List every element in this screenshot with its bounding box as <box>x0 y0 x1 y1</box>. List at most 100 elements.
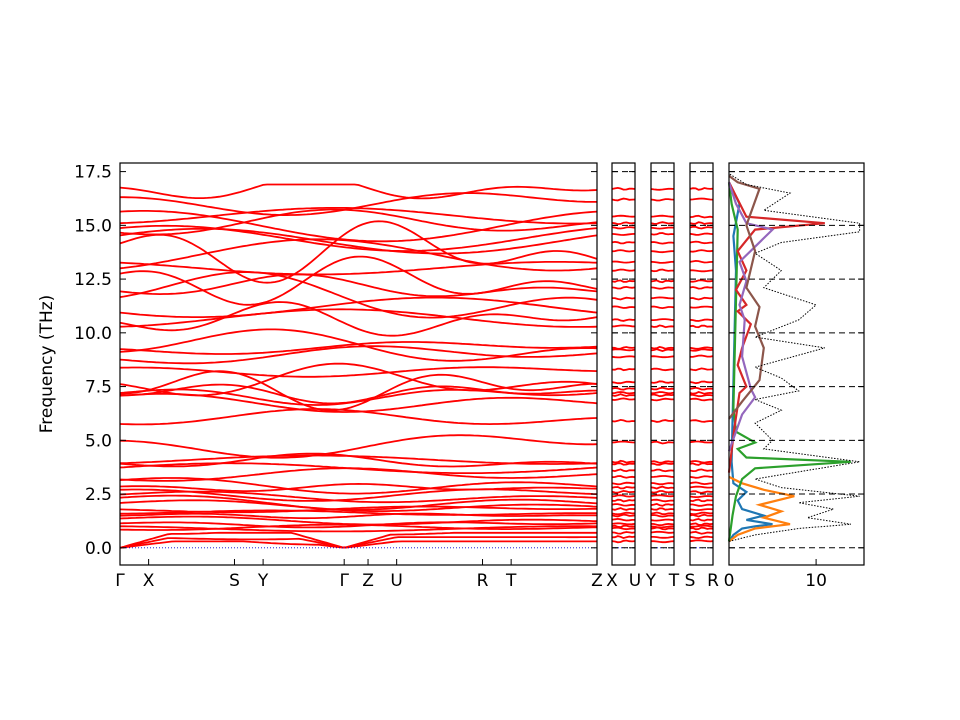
band-line-p1-39 <box>611 249 636 253</box>
x-tick-label: R <box>707 571 719 591</box>
band-line-p3-1 <box>689 535 714 540</box>
band-line-p0-46 <box>119 183 598 200</box>
dos-x-tick-label: 10 <box>805 571 827 591</box>
y-tick-label: 15.0 <box>74 216 112 236</box>
band-line-p3-14 <box>689 485 714 489</box>
band-line-p2-42 <box>650 226 675 230</box>
band-line-p2-13 <box>650 490 675 494</box>
band-line-p2-7 <box>650 514 675 518</box>
band-line-p2-30 <box>650 345 675 350</box>
band-line-p3-32 <box>689 318 714 322</box>
band-line-p3-2 <box>689 530 714 535</box>
band-line-p0-38 <box>119 261 598 276</box>
y-axis-label: Frequency (THz) <box>37 295 57 434</box>
band-line-p0-10 <box>119 499 598 512</box>
panel-frame-2 <box>650 162 675 566</box>
band-line-p0-27 <box>119 366 598 378</box>
band-line-p2-0 <box>651 540 675 544</box>
band-line-p2-2 <box>650 530 675 534</box>
dos-curve-6 <box>728 173 861 542</box>
band-line-p1-26 <box>611 380 636 385</box>
band-line-p3-6 <box>689 517 714 522</box>
band-line-p3-10 <box>690 503 714 507</box>
band-line-p0-42 <box>119 208 598 236</box>
x-tick-label: Y <box>257 571 269 591</box>
band-line-p3-23 <box>690 394 714 398</box>
band-line-p1-2 <box>611 531 636 535</box>
dos-curve-3 <box>727 181 825 473</box>
band-line-p1-4 <box>611 524 636 529</box>
band-line-p3-37 <box>690 269 714 273</box>
band-line-p0-35 <box>119 273 598 298</box>
band-line-p1-21 <box>611 418 636 423</box>
band-line-p1-35 <box>611 285 636 290</box>
band-line-p3-7 <box>689 513 714 518</box>
band-structure-group <box>119 183 714 549</box>
band-line-p1-16 <box>611 475 636 479</box>
band-line-p1-42 <box>611 226 636 230</box>
band-line-p3-21 <box>689 419 714 423</box>
band-line-p1-29 <box>611 348 636 352</box>
band-line-p2-31 <box>650 324 675 329</box>
dos-curve-1 <box>728 475 795 543</box>
band-line-p1-32 <box>611 318 636 322</box>
band-line-p2-33 <box>650 305 675 310</box>
dos-x-tick-label: 0 <box>724 571 735 591</box>
band-line-p1-25 <box>611 387 635 391</box>
band-line-p0-0 <box>119 540 597 549</box>
band-line-p3-22 <box>689 397 714 402</box>
band-line-p2-10 <box>650 502 675 507</box>
band-line-p3-3 <box>689 526 714 531</box>
band-line-p0-7 <box>119 512 598 520</box>
band-line-p2-41 <box>650 232 675 236</box>
band-line-p1-19 <box>611 459 636 464</box>
band-line-p2-15 <box>650 482 675 486</box>
band-line-p1-20 <box>611 440 636 444</box>
band-line-p3-26 <box>689 380 714 385</box>
band-line-p1-9 <box>611 507 636 511</box>
band-line-p3-38 <box>689 259 714 264</box>
band-line-p3-39 <box>689 249 714 253</box>
band-line-p2-27 <box>650 367 675 372</box>
x-tick-label: T <box>505 571 517 591</box>
band-line-p3-24 <box>689 391 714 395</box>
band-line-p2-29 <box>650 348 675 353</box>
band-line-p3-41 <box>689 232 714 236</box>
band-line-p2-40 <box>650 241 675 245</box>
band-line-p0-5 <box>119 521 598 529</box>
band-line-p3-8 <box>689 511 714 515</box>
band-line-p2-1 <box>651 536 675 539</box>
panel-frame-3 <box>689 162 714 566</box>
band-line-p1-46 <box>611 186 636 191</box>
band-line-p1-34 <box>612 296 636 301</box>
band-line-p2-28 <box>650 355 675 359</box>
dos-curve-2 <box>727 182 851 542</box>
y-tick-label: 12.5 <box>74 270 112 290</box>
band-line-p1-36 <box>611 279 636 283</box>
y-tick-label: 17.5 <box>74 163 112 183</box>
band-line-p1-37 <box>611 268 636 272</box>
band-line-p0-33 <box>119 296 598 318</box>
band-line-p3-29 <box>689 348 714 352</box>
band-line-p2-44 <box>650 214 674 218</box>
band-line-p0-44 <box>119 210 598 243</box>
band-line-p2-35 <box>650 286 675 290</box>
band-line-p2-5 <box>650 522 675 527</box>
band-line-p1-7 <box>611 513 636 518</box>
band-line-p0-39 <box>119 220 598 284</box>
band-line-p0-4 <box>120 525 597 533</box>
band-line-p2-16 <box>650 475 675 478</box>
band-line-p1-40 <box>611 240 636 245</box>
band-line-p2-6 <box>650 518 675 522</box>
band-line-p3-28 <box>689 354 714 358</box>
band-line-p2-21 <box>650 419 675 423</box>
band-line-p1-31 <box>611 324 636 328</box>
x-tick-label: Γ <box>115 571 125 591</box>
band-line-p2-38 <box>650 260 675 264</box>
band-line-p1-17 <box>611 468 635 473</box>
band-line-p2-12 <box>650 494 675 498</box>
band-line-p3-5 <box>689 522 714 526</box>
band-line-p1-6 <box>611 517 635 522</box>
x-tick-label: S <box>685 571 696 591</box>
band-line-p3-42 <box>689 225 714 230</box>
